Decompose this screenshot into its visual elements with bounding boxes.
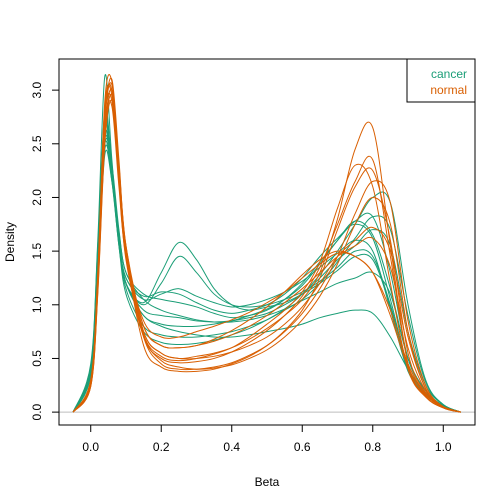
- density-curve-normal-16: [72, 88, 462, 413]
- y-tick-label: 2.0: [30, 189, 44, 206]
- x-tick-label: 0.4: [223, 440, 240, 454]
- legend-label-normal: normal: [430, 83, 467, 97]
- density-curve-normal-18: [72, 100, 462, 413]
- series-layer: [72, 73, 462, 413]
- x-tick-label: 0.0: [82, 440, 99, 454]
- y-tick-label: 3.0: [30, 81, 44, 98]
- y-axis-title: Density: [3, 222, 17, 262]
- density-curve-normal-19: [72, 92, 462, 413]
- density-curve-normal-20: [72, 93, 462, 413]
- x-tick-label: 1.0: [435, 440, 452, 454]
- legend-label-cancer: cancer: [431, 67, 467, 81]
- y-axis: 0.0 0.5 1.0 1.5 2.0 2.5 3.0: [30, 81, 60, 420]
- x-tick-label: 0.6: [294, 440, 311, 454]
- legend: cancer normal: [406, 58, 476, 103]
- density-curve-normal-21: [72, 82, 462, 413]
- x-axis-title: Beta: [255, 475, 280, 489]
- y-tick-label: 0.5: [30, 350, 44, 367]
- y-tick-label: 0.0: [30, 403, 44, 420]
- density-curve-cancer-11: [72, 129, 462, 413]
- x-axis: 0.0 0.2 0.4 0.6 0.8 1.0: [82, 424, 452, 454]
- density-curve-normal-14: [72, 77, 462, 413]
- x-tick-label: 0.8: [364, 440, 381, 454]
- y-tick-label: 1.0: [30, 296, 44, 313]
- y-tick-label: 2.5: [30, 135, 44, 152]
- x-tick-label: 0.2: [153, 440, 170, 454]
- legend-box: [406, 58, 476, 103]
- y-tick-label: 1.5: [30, 242, 44, 259]
